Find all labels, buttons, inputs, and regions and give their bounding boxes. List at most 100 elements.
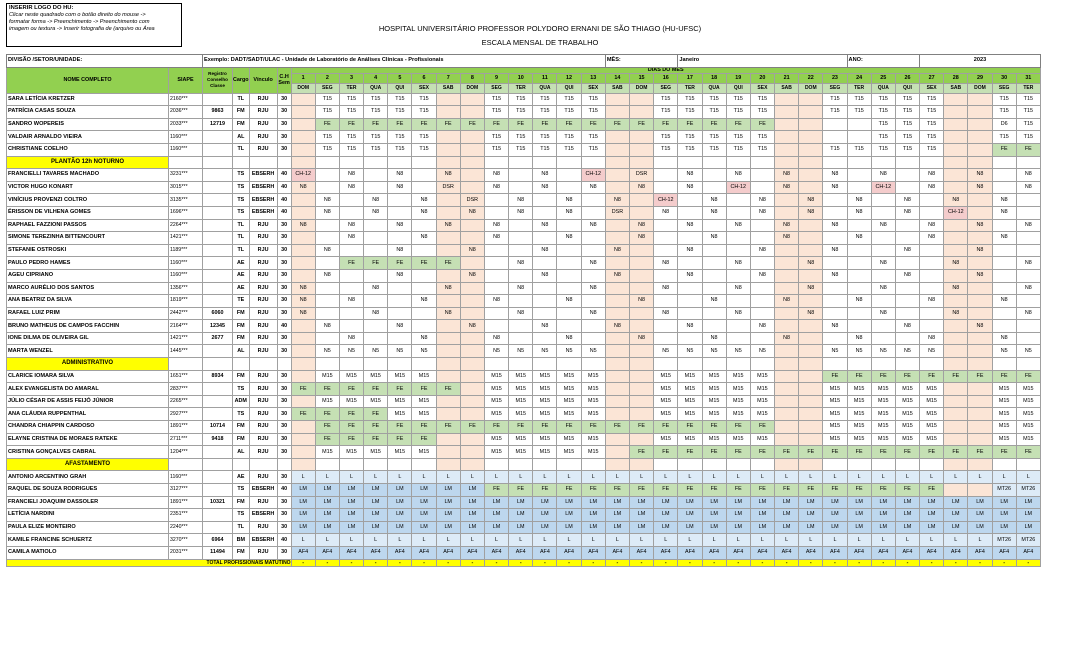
shift-cell[interactable]: N8 <box>411 193 437 207</box>
shift-cell[interactable]: T15 <box>749 92 776 107</box>
shift-cell[interactable] <box>290 92 316 107</box>
shift-cell[interactable]: T15 <box>314 92 340 107</box>
shift-cell[interactable]: LM <box>653 508 679 522</box>
shift-cell[interactable] <box>459 105 485 119</box>
shift-cell[interactable]: FE <box>411 432 437 447</box>
shift-cell[interactable]: N8 <box>894 193 921 207</box>
shift-cell[interactable]: LM <box>846 520 872 535</box>
shift-cell[interactable] <box>338 243 365 258</box>
shift-cell[interactable] <box>363 180 389 195</box>
shift-cell[interactable]: M15 <box>870 420 896 434</box>
shift-cell[interactable]: M15 <box>870 382 896 396</box>
shift-cell[interactable]: LM <box>387 508 413 522</box>
shift-cell[interactable]: N8 <box>338 294 365 308</box>
shift-cell[interactable]: N8 <box>314 205 340 220</box>
shift-cell[interactable]: M15 <box>532 394 558 409</box>
shift-cell[interactable]: T15 <box>991 130 1017 144</box>
shift-cell[interactable] <box>701 168 727 182</box>
shift-cell[interactable]: LM <box>314 520 340 535</box>
shift-cell[interactable]: M15 <box>894 420 921 434</box>
shift-cell[interactable]: FE <box>798 445 824 459</box>
shift-cell[interactable]: L <box>508 470 534 484</box>
shift-cell[interactable] <box>943 168 969 182</box>
shift-cell[interactable] <box>604 281 630 296</box>
shift-cell[interactable]: FE <box>604 420 630 434</box>
shift-cell[interactable]: LM <box>967 495 993 510</box>
shift-cell[interactable]: FE <box>532 483 558 497</box>
shift-cell[interactable]: FE <box>653 117 679 132</box>
shift-cell[interactable]: T15 <box>580 130 606 144</box>
shift-cell[interactable]: LM <box>774 520 800 535</box>
shift-cell[interactable]: L <box>677 470 703 484</box>
shift-cell[interactable]: M15 <box>508 432 534 447</box>
shift-cell[interactable] <box>967 130 993 144</box>
shift-cell[interactable]: L <box>943 533 969 547</box>
shift-cell[interactable]: M15 <box>677 394 703 409</box>
shift-cell[interactable] <box>943 130 969 144</box>
shift-cell[interactable] <box>508 168 534 182</box>
shift-cell[interactable]: N8 <box>556 193 582 207</box>
shift-cell[interactable]: T15 <box>338 92 365 107</box>
shift-cell[interactable]: AF4 <box>701 545 727 560</box>
shift-cell[interactable]: LM <box>338 508 365 522</box>
shift-cell[interactable]: LM <box>653 520 679 535</box>
shift-cell[interactable]: N8 <box>604 193 630 207</box>
shift-cell[interactable] <box>508 331 534 346</box>
shift-cell[interactable]: T15 <box>532 105 558 119</box>
shift-cell[interactable]: M15 <box>870 407 896 422</box>
shift-cell[interactable]: L <box>411 470 437 484</box>
shift-cell[interactable]: L <box>532 533 558 547</box>
shift-cell[interactable]: L <box>943 470 969 484</box>
shift-cell[interactable] <box>774 394 800 409</box>
shift-cell[interactable]: LM <box>580 508 606 522</box>
shift-cell[interactable] <box>338 306 365 321</box>
shift-cell[interactable]: LM <box>991 508 1017 522</box>
shift-cell[interactable] <box>290 344 316 359</box>
shift-cell[interactable]: M15 <box>725 432 751 447</box>
shift-cell[interactable]: N8 <box>290 294 316 308</box>
shift-cell[interactable]: N8 <box>822 319 848 333</box>
shift-cell[interactable] <box>459 331 485 346</box>
shift-cell[interactable]: N8 <box>459 243 485 258</box>
shift-cell[interactable]: L <box>725 470 751 484</box>
shift-cell[interactable]: N8 <box>628 331 655 346</box>
shift-cell[interactable]: N8 <box>338 331 365 346</box>
shift-cell[interactable]: LM <box>991 495 1017 510</box>
shift-cell[interactable] <box>749 180 776 195</box>
shift-cell[interactable]: LM <box>459 495 485 510</box>
shift-cell[interactable] <box>314 294 340 308</box>
shift-cell[interactable] <box>435 193 461 207</box>
shift-cell[interactable]: LM <box>411 495 437 510</box>
shift-cell[interactable] <box>798 180 824 195</box>
shift-cell[interactable]: LM <box>822 508 848 522</box>
shift-cell[interactable] <box>459 130 485 144</box>
shift-cell[interactable] <box>653 231 679 245</box>
shift-cell[interactable]: FE <box>846 445 872 459</box>
shift-cell[interactable]: N8 <box>967 180 993 195</box>
year-value[interactable]: 2023 <box>919 54 1041 68</box>
shift-cell[interactable] <box>411 306 437 321</box>
shift-cell[interactable]: N8 <box>338 218 365 233</box>
shift-cell[interactable]: FE <box>749 445 776 459</box>
shift-cell[interactable]: AF4 <box>774 545 800 560</box>
shift-cell[interactable] <box>653 331 679 346</box>
shift-cell[interactable]: FE <box>749 483 776 497</box>
shift-cell[interactable] <box>846 168 872 182</box>
shift-cell[interactable]: T15 <box>822 92 848 107</box>
shift-cell[interactable]: T15 <box>677 130 703 144</box>
shift-cell[interactable]: N8 <box>628 231 655 245</box>
shift-cell[interactable]: FE <box>411 256 437 270</box>
shift-cell[interactable]: T15 <box>701 130 727 144</box>
shift-cell[interactable]: M15 <box>556 382 582 396</box>
shift-cell[interactable]: T15 <box>701 142 727 157</box>
shift-cell[interactable]: M15 <box>1015 420 1041 434</box>
shift-cell[interactable] <box>459 306 485 321</box>
shift-cell[interactable]: T15 <box>338 142 365 157</box>
shift-cell[interactable] <box>435 369 461 384</box>
shift-cell[interactable]: N8 <box>822 168 848 182</box>
shift-cell[interactable] <box>919 256 945 270</box>
shift-cell[interactable] <box>725 231 751 245</box>
shift-cell[interactable] <box>967 205 993 220</box>
shift-cell[interactable]: T15 <box>580 142 606 157</box>
shift-cell[interactable] <box>919 193 945 207</box>
